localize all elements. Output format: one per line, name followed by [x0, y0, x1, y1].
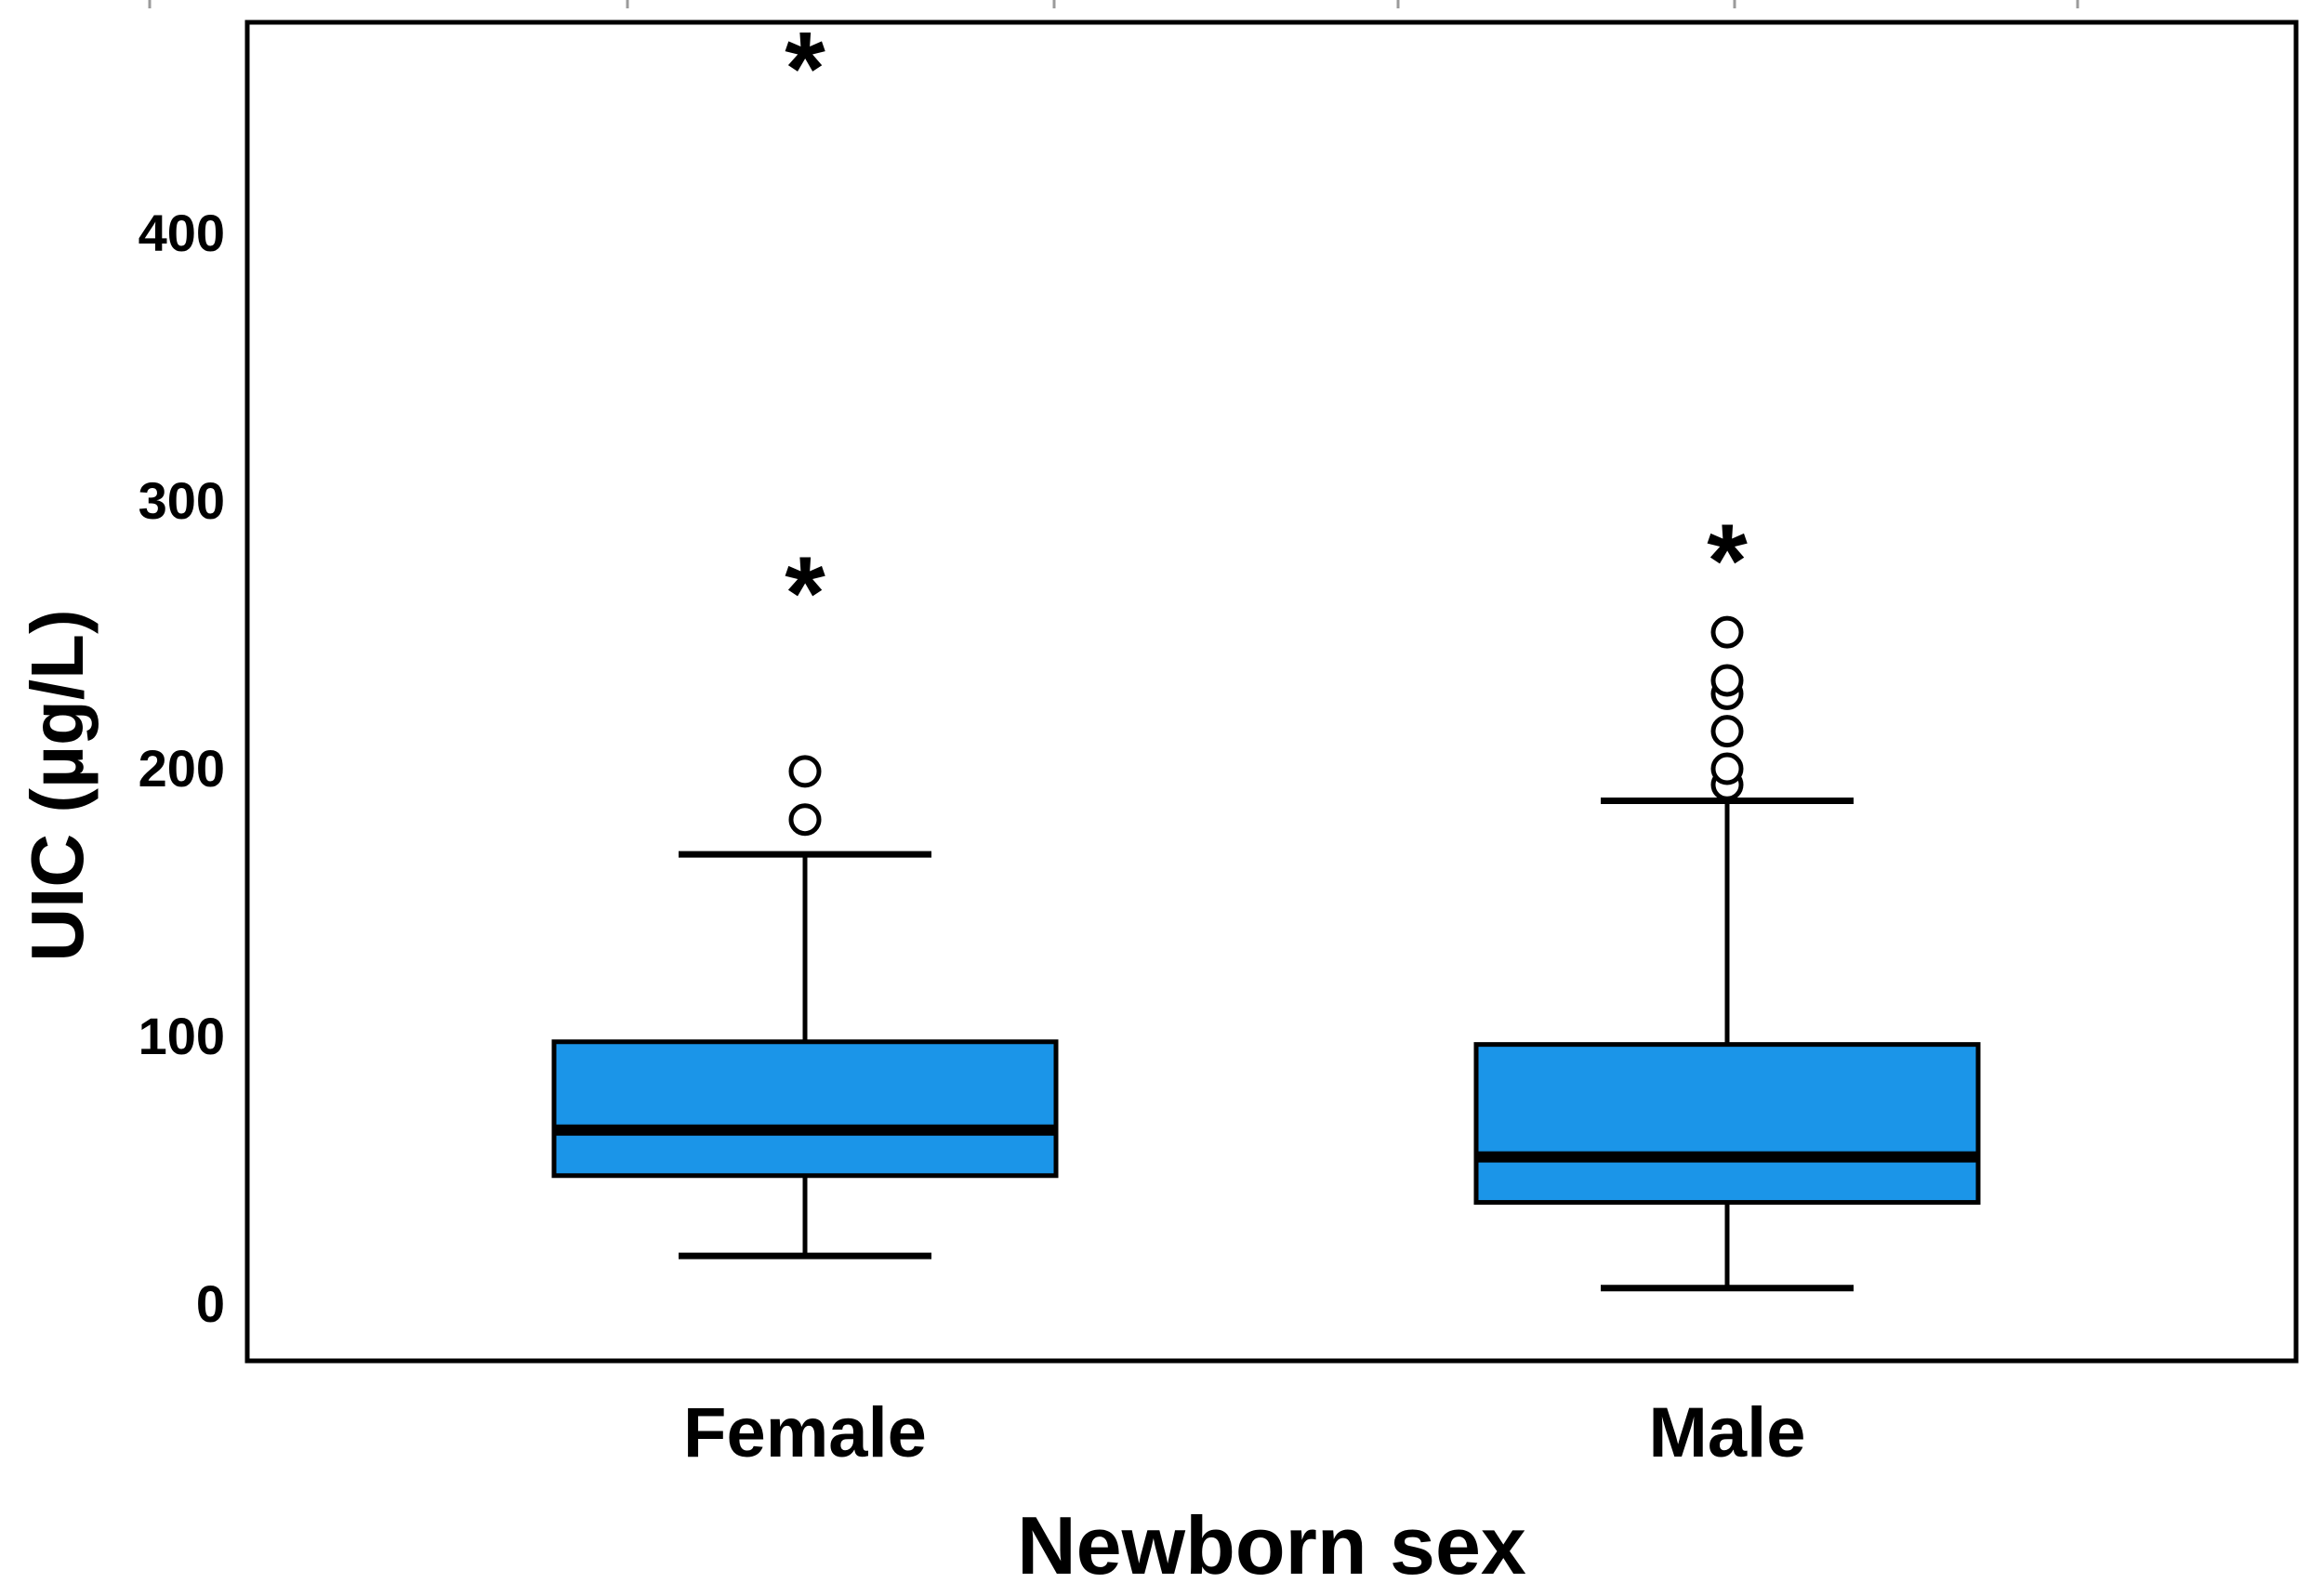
female-outlier-asterisk: *: [785, 535, 825, 652]
male-outlier-circle: [1710, 615, 1744, 649]
female-box-rect: [551, 1039, 1059, 1179]
y-tick-label: 0: [195, 1274, 225, 1333]
female-outlier-asterisk: *: [785, 10, 825, 126]
male-box-rect: [1473, 1042, 1981, 1206]
y-tick-label: 400: [138, 204, 225, 262]
x-category-label: Female: [683, 1393, 927, 1472]
male-outlier-circle: [1710, 715, 1744, 748]
y-tick-label: 100: [138, 1007, 225, 1065]
male-outlier-circle: [1710, 752, 1744, 785]
x-axis-title: Newborn sex: [1017, 1499, 1526, 1591]
male-outlier-asterisk: *: [1707, 503, 1748, 619]
female-outlier-circle: [788, 803, 822, 837]
y-tick-label: 300: [138, 471, 225, 530]
y-tick-label: 200: [138, 739, 225, 798]
plot-frame: [244, 20, 2299, 1364]
x-category-label: Male: [1648, 1393, 1806, 1472]
female-outlier-circle: [788, 755, 822, 788]
male-outlier-circle: [1710, 664, 1744, 697]
